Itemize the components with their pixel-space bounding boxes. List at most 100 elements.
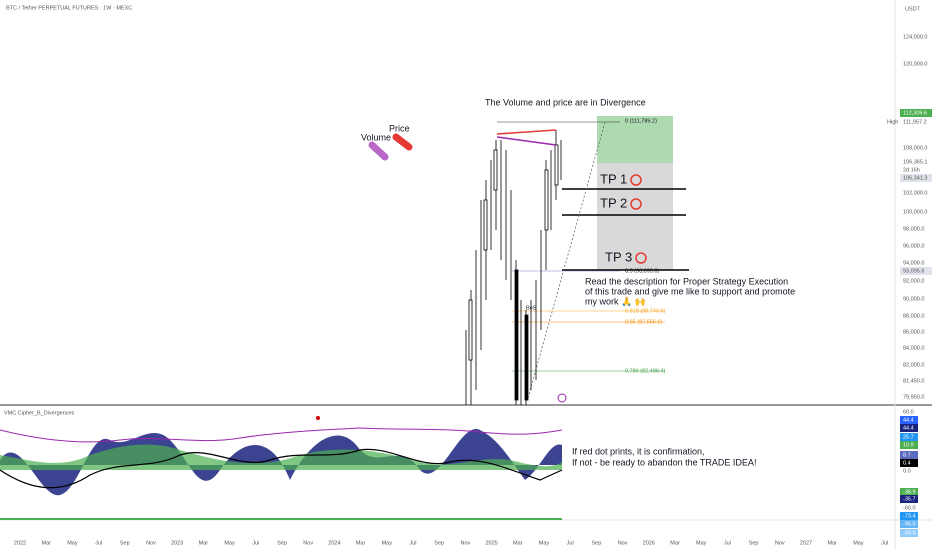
event-icon: [557, 393, 567, 403]
time-label: Mar: [199, 540, 209, 546]
price-label: 81,450.0: [903, 378, 924, 384]
tp-label: TP 2: [600, 195, 627, 210]
time-label: Jul: [567, 540, 574, 546]
indicator-badge: [900, 424, 918, 432]
price-label: 100,000.0: [903, 209, 927, 215]
time-label: 2026: [643, 540, 655, 546]
price-label: 106,341.3: [903, 175, 927, 181]
price-label: 106,365.1: [903, 159, 927, 165]
time-label: Jul: [252, 540, 259, 546]
time-label: Jul: [724, 540, 731, 546]
time-label: May: [539, 540, 550, 546]
price-label: 102,000.0: [903, 190, 927, 196]
price-label: 84,000.0: [903, 345, 924, 351]
price-label: High: [887, 119, 898, 125]
time-label: Mar: [356, 540, 366, 546]
candles: [465, 130, 562, 405]
indicator-badge: [900, 441, 918, 449]
time-label: Sep: [434, 540, 444, 546]
price-label: 93,095.6: [903, 268, 924, 274]
indicator-label: 10.9: [903, 442, 914, 448]
price-label: 92,000.0: [903, 278, 924, 284]
indicator-label: -60.0: [903, 505, 916, 511]
time-label: Jul: [409, 540, 416, 546]
price-label: 111,957.2: [903, 119, 927, 125]
indicator-label: 60.0: [903, 409, 914, 415]
indicator-label: 44.4: [903, 417, 914, 423]
time-label: May: [696, 540, 707, 546]
time-label: Nov: [303, 540, 313, 546]
time-label: Nov: [461, 540, 471, 546]
time-label: Sep: [277, 540, 287, 546]
price-label: 94,000.0: [903, 260, 924, 266]
time-label: Jul: [95, 540, 102, 546]
price-badge: [900, 174, 932, 182]
currency: USDT: [905, 6, 921, 12]
black-line: [0, 448, 563, 489]
price-label: 120,000.0: [903, 61, 927, 67]
fib-label: 0.786 (82,486.4): [625, 368, 666, 374]
fib-label: 0.65 (87,556.6): [625, 319, 662, 325]
indicator-label: -73.4: [903, 513, 916, 519]
indicator-label: -35.7: [903, 496, 916, 502]
tp-label: TP 1: [600, 171, 627, 186]
time-label: Mar: [827, 540, 837, 546]
indicator-badge: [900, 416, 918, 424]
time-label: 2023: [171, 540, 183, 546]
time-label: Sep: [749, 540, 759, 546]
indicator-badge: [900, 512, 918, 520]
divergence-line: [496, 129, 557, 135]
time-label: May: [224, 540, 235, 546]
fib-label: 0 (111,789.2): [625, 118, 657, 124]
indicator-note: If red dot prints, it is confirmation,: [572, 446, 705, 456]
price-label: 112,309.6: [903, 110, 927, 116]
time-label: Nov: [775, 540, 785, 546]
time-label: Sep: [592, 540, 602, 546]
indicator-badge: [900, 495, 918, 503]
profit-zone: [597, 116, 673, 163]
price-label: 98,000.0: [903, 226, 924, 232]
time-label: Nov: [146, 540, 156, 546]
time-label: 2027: [800, 540, 812, 546]
indicator-badge: [900, 488, 918, 496]
indicator-badge: [900, 529, 918, 537]
indicator-label: 0.0: [903, 468, 911, 474]
target-icons: [630, 174, 647, 264]
annotation: Volume: [361, 132, 391, 142]
indicator-label: 0.4: [903, 460, 911, 466]
time-label: May: [853, 540, 864, 546]
indicator-badge: [900, 459, 918, 467]
indicator-label: -38.9: [903, 489, 916, 495]
time-label: Nov: [618, 540, 628, 546]
time-label: May: [382, 540, 393, 546]
description: my work 🙏 🙌: [585, 296, 646, 306]
bos-label: BoS: [526, 305, 537, 311]
money-flow: [0, 444, 562, 470]
volume-pill: [368, 141, 389, 161]
indicator-badge: [900, 520, 918, 528]
target-zone: [597, 163, 673, 270]
indicator-label: 44.4: [903, 425, 914, 431]
divergence-line: [496, 136, 557, 146]
price-label: 79,950.0: [903, 394, 924, 400]
indicator-label: 25.7: [903, 434, 914, 440]
time-label: 2025: [485, 540, 497, 546]
annotation: The Volume and price are in Divergence: [485, 97, 646, 107]
indicator-title: VMC Cipher_B_Divergences: [4, 410, 75, 416]
time-label: May: [67, 540, 78, 546]
price-label: 96,000.0: [903, 243, 924, 249]
description: of this trade and give me like to suppor…: [585, 286, 795, 296]
time-label: Sep: [120, 540, 130, 546]
price-label: 82,000.0: [903, 362, 924, 368]
indicator-badge: [900, 433, 918, 441]
indicator-label: -99.0: [903, 530, 916, 536]
price-label: 86,000.0: [903, 329, 924, 335]
price-badge: [900, 267, 932, 275]
time-label: Mar: [513, 540, 523, 546]
fib-label: 0.5 (93,095.6): [625, 268, 659, 274]
indicator-label: -95.0: [903, 521, 916, 527]
indicator-badge: [900, 451, 918, 459]
description: Read the description for Proper Strategy…: [585, 276, 788, 286]
purple-line: [0, 427, 563, 443]
